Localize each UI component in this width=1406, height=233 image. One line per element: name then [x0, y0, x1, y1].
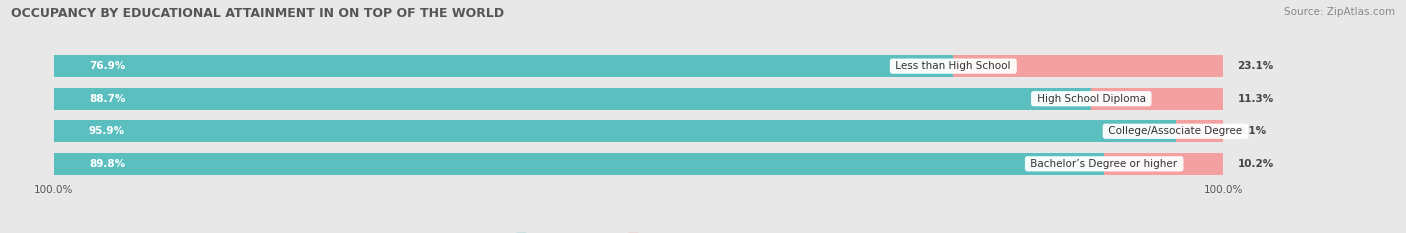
Text: 11.3%: 11.3%: [1237, 94, 1274, 104]
Bar: [1104, 153, 1223, 175]
Text: High School Diploma: High School Diploma: [1033, 94, 1149, 104]
Text: Less than High School: Less than High School: [893, 61, 1014, 71]
Bar: [53, 153, 1104, 175]
Bar: [53, 120, 1175, 142]
Text: OCCUPANCY BY EDUCATIONAL ATTAINMENT IN ON TOP OF THE WORLD: OCCUPANCY BY EDUCATIONAL ATTAINMENT IN O…: [11, 7, 505, 20]
Legend: Owner-occupied, Renter-occupied: Owner-occupied, Renter-occupied: [512, 229, 735, 233]
Text: 4.1%: 4.1%: [1237, 126, 1267, 136]
Text: Source: ZipAtlas.com: Source: ZipAtlas.com: [1284, 7, 1395, 17]
Bar: [1091, 88, 1223, 110]
Text: Bachelor’s Degree or higher: Bachelor’s Degree or higher: [1028, 159, 1181, 169]
Text: 10.2%: 10.2%: [1237, 159, 1274, 169]
Bar: [53, 88, 1223, 110]
Bar: [953, 55, 1223, 77]
Bar: [53, 55, 953, 77]
Bar: [53, 55, 1223, 77]
Text: 95.9%: 95.9%: [89, 126, 125, 136]
Text: 88.7%: 88.7%: [89, 94, 125, 104]
Text: 23.1%: 23.1%: [1237, 61, 1274, 71]
Bar: [53, 120, 1223, 142]
Text: 89.8%: 89.8%: [89, 159, 125, 169]
Bar: [1175, 120, 1223, 142]
Text: College/Associate Degree: College/Associate Degree: [1105, 126, 1246, 136]
Bar: [53, 153, 1223, 175]
Text: 76.9%: 76.9%: [89, 61, 125, 71]
Bar: [53, 88, 1091, 110]
